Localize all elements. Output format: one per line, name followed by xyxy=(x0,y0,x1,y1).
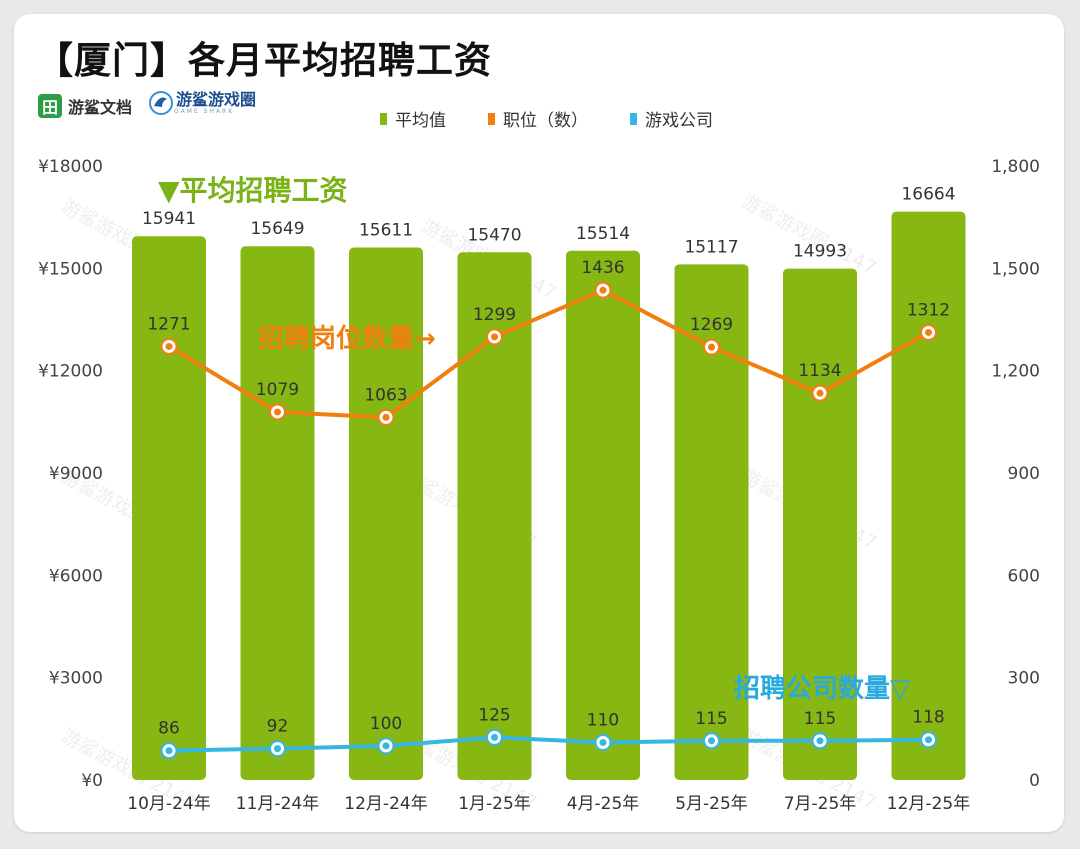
data-label-companies: 110 xyxy=(587,710,619,730)
x-axis-tick: 7月-25年 xyxy=(784,794,857,814)
data-label-positions: 1299 xyxy=(473,305,516,325)
brand2-name: 游鲨游戏圈 xyxy=(176,89,257,109)
bar-avg-salary xyxy=(240,246,315,781)
x-axis-tick: 10月-24年 xyxy=(127,794,210,814)
legend-item-avg: 平均值 xyxy=(380,106,446,131)
point-core-companies xyxy=(708,737,715,745)
x-axis-tick: 12月-24年 xyxy=(344,794,427,814)
bar-avg-salary xyxy=(783,268,857,780)
data-label-companies: 125 xyxy=(478,705,510,725)
x-axis-tick: 1月-25年 xyxy=(458,794,531,814)
point-core-positions xyxy=(925,328,932,336)
data-label-positions: 1269 xyxy=(690,315,733,335)
left-axis-tick: ¥18000 xyxy=(38,157,103,177)
table-grid-icon: 田 xyxy=(38,94,62,118)
legend-label-companies: 游戏公司 xyxy=(645,111,713,131)
left-axis-tick: ¥3000 xyxy=(49,669,103,689)
point-core-positions xyxy=(274,408,281,416)
right-axis-tick: 1,800 xyxy=(991,157,1040,177)
legend-label-avg: 平均值 xyxy=(395,111,446,131)
legend-item-companies: 游戏公司 xyxy=(630,106,713,131)
chart-title: 【厦门】各月平均招聘工资 xyxy=(36,39,492,82)
point-core-positions xyxy=(816,389,824,397)
left-axis-tick: ¥0 xyxy=(81,771,103,791)
bar-value-label: 15941 xyxy=(142,209,196,229)
right-axis-tick: 300 xyxy=(1008,669,1040,689)
legend-label-positions: 职位（数） xyxy=(503,111,588,131)
brand2-subtitle: GAME SHARK xyxy=(174,107,235,115)
bar-avg-salary xyxy=(891,211,966,780)
point-core-companies xyxy=(382,742,390,750)
point-core-positions xyxy=(708,343,715,351)
data-label-positions: 1312 xyxy=(907,300,950,320)
point-core-positions xyxy=(491,333,498,341)
bar-value-label: 15611 xyxy=(359,220,413,240)
line-positions xyxy=(167,288,930,420)
data-label-companies: 86 xyxy=(158,719,180,739)
data-label-positions: 1063 xyxy=(364,385,407,405)
bar-value-label: 16664 xyxy=(901,185,955,205)
annotation-companies: 招聘公司数量▽ xyxy=(734,674,910,704)
point-core-companies xyxy=(274,745,281,753)
data-label-companies: 115 xyxy=(804,709,836,729)
point-core-companies xyxy=(816,737,824,745)
annotation-positions: 招聘岗位数量→ xyxy=(258,323,436,354)
right-axis-tick: 1,500 xyxy=(991,259,1040,279)
point-core-positions xyxy=(165,342,173,350)
data-label-companies: 92 xyxy=(267,717,289,737)
left-axis-tick: ¥9000 xyxy=(49,464,103,484)
data-label-positions: 1436 xyxy=(581,258,624,278)
legend-swatch-companies xyxy=(630,112,637,125)
bar-avg-salary xyxy=(457,252,532,780)
point-core-companies xyxy=(165,747,173,755)
data-label-companies: 115 xyxy=(695,709,727,729)
watermark-text: 游鲨游戏圈 2147 xyxy=(738,190,880,280)
bar-avg-salary xyxy=(349,247,423,780)
left-axis-tick: ¥6000 xyxy=(49,566,103,586)
x-axis-tick: 12月-25年 xyxy=(887,794,970,814)
shark-fin-icon xyxy=(149,91,173,115)
brand1-name: 游鲨文档 xyxy=(68,98,133,117)
bar-value-label: 15470 xyxy=(467,225,521,245)
x-axis-tick: 4月-25年 xyxy=(567,794,640,814)
bar-value-label: 15514 xyxy=(576,224,630,244)
annotation-salary: ▼平均招聘工资 xyxy=(158,174,348,207)
bar-avg-salary xyxy=(566,250,640,780)
data-label-positions: 1271 xyxy=(147,314,190,334)
data-label-positions: 1079 xyxy=(256,380,299,400)
legend-item-positions: 职位（数） xyxy=(488,106,588,131)
point-core-companies xyxy=(491,733,498,741)
x-axis-tick: 11月-24年 xyxy=(236,794,319,814)
point-core-companies xyxy=(599,738,607,746)
right-axis-tick: 0 xyxy=(1029,771,1040,791)
brand-youshayouxiquan: 游鲨游戏圈 GAME SHARK xyxy=(148,90,256,116)
x-axis-tick: 5月-25年 xyxy=(675,794,748,814)
right-axis-tick: 900 xyxy=(1008,464,1040,484)
brand-youshawendang: 田 游鲨文档 xyxy=(38,94,132,118)
point-core-companies xyxy=(925,736,932,744)
line-companies xyxy=(168,735,929,753)
legend-swatch-avg xyxy=(380,112,387,125)
right-axis-tick: 600 xyxy=(1008,566,1040,586)
legend-swatch-positions xyxy=(488,112,495,125)
right-axis-tick: 1,200 xyxy=(991,362,1040,382)
bar-value-label: 14993 xyxy=(793,242,847,262)
bar-avg-salary xyxy=(674,264,749,780)
bar-value-label: 15117 xyxy=(684,237,738,257)
point-core-positions xyxy=(599,286,607,294)
chart-legend: 平均值 职位（数） 游戏公司 xyxy=(380,106,755,131)
point-core-positions xyxy=(382,413,390,421)
data-label-companies: 100 xyxy=(370,714,402,734)
left-axis-tick: ¥12000 xyxy=(38,362,103,382)
bar-avg-salary xyxy=(132,236,206,781)
data-label-companies: 118 xyxy=(912,708,944,728)
left-axis-tick: ¥15000 xyxy=(38,259,103,279)
data-label-positions: 1134 xyxy=(798,361,841,381)
bar-value-label: 15649 xyxy=(250,219,304,239)
